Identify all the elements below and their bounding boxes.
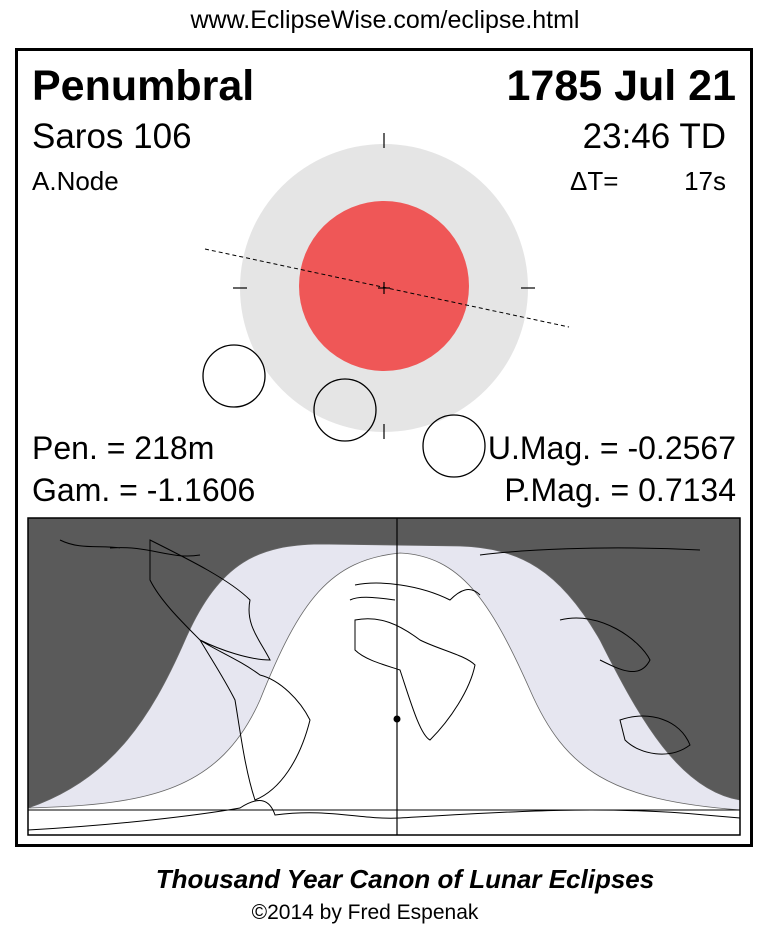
- visibility-map: [27, 517, 741, 836]
- eclipse-time: 23:46 TD: [582, 117, 726, 156]
- delta-t-label: ΔT=: [570, 166, 619, 196]
- gamma-value: Gam. = -1.1606: [32, 472, 256, 508]
- moon-position-last-contact: [422, 414, 486, 478]
- umbral-magnitude: U.Mag. = -0.2567: [487, 430, 736, 466]
- coastlines: [27, 539, 741, 831]
- moon-position-greatest-eclipse: [313, 378, 377, 442]
- eclipse-panel-frame: [15, 48, 753, 847]
- source-url: www.EclipseWise.com/eclipse.html: [190, 6, 580, 34]
- eclipse-type: Penumbral: [32, 62, 255, 110]
- penumbral-duration: Pen. = 218m: [32, 430, 215, 466]
- footer-title: Thousand Year Canon of Lunar Eclipses: [155, 864, 655, 894]
- moon-position-first-contact: [202, 344, 266, 408]
- moon-path-line: [204, 248, 570, 328]
- delta-t-value: 17s: [684, 166, 726, 196]
- footer-copyright: ©2014 by Fred Espenak: [251, 901, 479, 924]
- sub-lunar-point-marker: [393, 715, 401, 723]
- saros-number: Saros 106: [32, 117, 192, 156]
- axis-ticks: [233, 133, 535, 439]
- eclipse-date: 1785 Jul 21: [506, 62, 736, 110]
- map-full-visibility-region: [27, 552, 741, 836]
- node-label: A.Node: [32, 166, 119, 196]
- penumbral-magnitude: P.Mag. = 0.7134: [504, 472, 736, 508]
- map-border: [27, 517, 741, 836]
